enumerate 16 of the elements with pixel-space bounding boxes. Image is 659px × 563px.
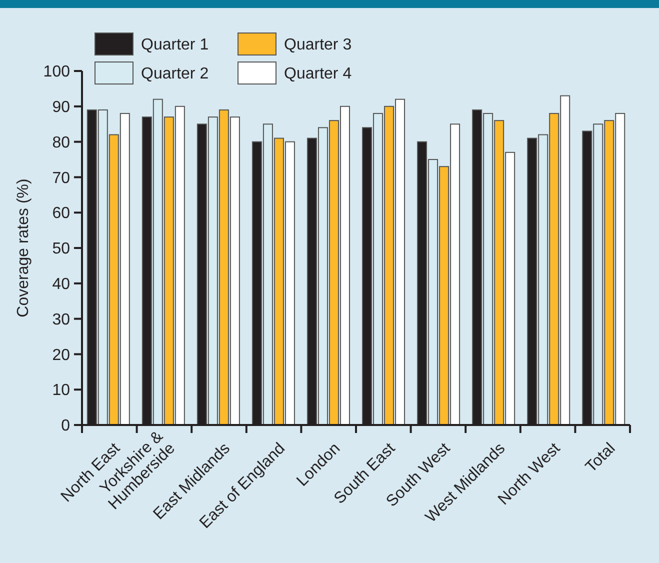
y-tick-label: 10 (52, 382, 70, 400)
y-tick-label: 0 (61, 418, 70, 435)
y-tick-label: 80 (52, 134, 70, 152)
legend-label: Quarter 3 (284, 36, 352, 54)
y-tick-label: 60 (52, 205, 70, 222)
y-tick-label: 40 (52, 276, 70, 293)
legend-label: Quarter 4 (284, 66, 352, 83)
y-tick-label: 90 (52, 99, 70, 116)
legend-label: Quarter 2 (141, 66, 209, 83)
y-tick-label: 50 (52, 240, 70, 258)
y-tick-label: 20 (52, 346, 70, 364)
y-axis-title: Coverage rates (%) (15, 178, 32, 318)
y-tick-label: 70 (52, 170, 70, 187)
legend-label: Quarter 1 (141, 36, 209, 54)
y-tick-label: 100 (43, 64, 70, 81)
y-tick-label: 30 (52, 311, 70, 328)
